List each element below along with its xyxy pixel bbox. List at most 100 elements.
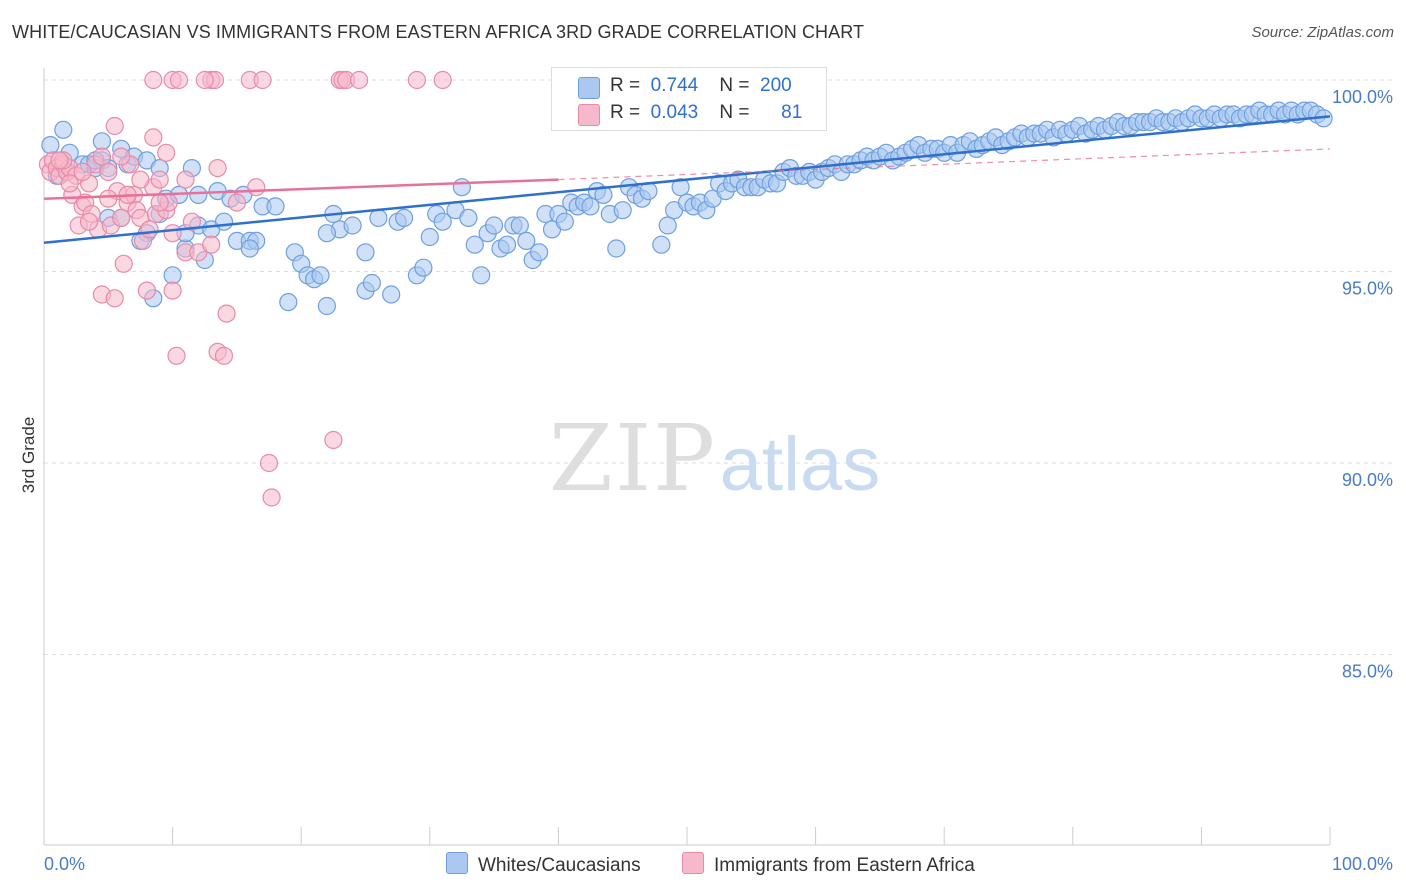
trend-line xyxy=(43,178,559,200)
series-whites-points xyxy=(41,101,1333,316)
data-point xyxy=(150,193,169,212)
data-point xyxy=(407,70,426,90)
data-point xyxy=(369,208,388,227)
data-point xyxy=(311,266,330,285)
data-point xyxy=(217,304,236,323)
data-point xyxy=(395,208,414,227)
data-point xyxy=(189,185,208,204)
data-point xyxy=(202,235,221,254)
data-point xyxy=(497,235,517,254)
data-point xyxy=(105,289,124,308)
legend-r-value: 0.744 xyxy=(650,75,699,96)
data-point xyxy=(137,281,156,300)
data-point xyxy=(414,258,433,277)
data-point xyxy=(50,151,69,170)
data-point xyxy=(163,266,182,285)
y-tick-label: 85.0% xyxy=(1342,662,1393,682)
data-point xyxy=(157,143,176,162)
data-point xyxy=(167,346,186,365)
data-point xyxy=(343,216,362,235)
data-point xyxy=(259,453,279,473)
data-point xyxy=(41,136,60,155)
x-tick-label: 100.0% xyxy=(1332,854,1393,874)
data-point xyxy=(73,162,92,181)
trend-line xyxy=(43,115,1331,245)
data-point xyxy=(459,208,478,227)
bottom-legend-label: Whites/Caucasians xyxy=(478,855,641,876)
legend-r-label: R = xyxy=(610,102,641,123)
data-point xyxy=(99,162,118,181)
bottom-legend-swatch-whites xyxy=(446,852,468,874)
data-point xyxy=(356,243,375,262)
data-point xyxy=(350,70,369,90)
bottom-legend-swatch-immigrants xyxy=(682,852,704,874)
data-point xyxy=(92,147,112,166)
data-point xyxy=(60,174,79,193)
data-point xyxy=(279,293,298,312)
correlation-legend: R = 0.744 N = 200 R = 0.043 N = 81 xyxy=(551,67,827,131)
legend-r-value: 0.043 xyxy=(650,102,699,123)
legend-n-label: N = xyxy=(719,75,750,96)
data-point xyxy=(105,116,124,136)
data-point xyxy=(247,178,266,197)
data-point xyxy=(472,266,491,285)
data-point xyxy=(382,285,401,304)
data-point xyxy=(594,185,613,204)
grid-lines xyxy=(44,79,1393,655)
data-point xyxy=(112,147,131,166)
data-point xyxy=(208,159,227,178)
data-point xyxy=(607,239,626,258)
data-point xyxy=(163,224,182,243)
legend-n-value: 200 xyxy=(760,75,792,96)
chart-title: WHITE/CAUCASIAN VS IMMIGRANTS FROM EASTE… xyxy=(12,22,865,42)
data-point xyxy=(99,189,118,208)
data-point xyxy=(465,235,484,254)
data-point xyxy=(54,120,73,139)
data-point xyxy=(317,296,336,316)
legend-n-label: N = xyxy=(719,102,750,123)
data-point xyxy=(613,201,632,220)
data-point xyxy=(485,216,504,235)
data-point xyxy=(163,281,182,300)
legend-r-label: R = xyxy=(610,75,641,96)
data-point xyxy=(240,239,259,258)
data-point xyxy=(262,488,281,507)
trend-lines xyxy=(43,115,1331,245)
y-axis-label: 3rd Grade xyxy=(19,417,38,494)
data-point xyxy=(150,170,169,189)
data-point xyxy=(658,216,677,235)
data-point xyxy=(433,70,452,90)
data-point xyxy=(169,70,189,90)
y-tick-label: 95.0% xyxy=(1342,279,1393,299)
data-point xyxy=(433,212,452,231)
legend-swatch-whites xyxy=(578,77,600,99)
data-point xyxy=(182,212,201,231)
data-point xyxy=(517,231,536,250)
series-immigrants-points xyxy=(38,70,452,507)
data-point xyxy=(227,193,246,212)
data-point xyxy=(144,70,163,90)
legend-swatch-immigrants xyxy=(578,104,600,126)
data-point xyxy=(452,178,471,197)
data-point xyxy=(253,70,272,90)
data-point xyxy=(529,243,549,262)
bottom-legend-label: Immigrants from Eastern Africa xyxy=(714,855,975,876)
data-point xyxy=(420,227,439,247)
data-point xyxy=(92,132,112,151)
data-point xyxy=(131,170,150,189)
y-tick-label: 100.0% xyxy=(1332,87,1393,107)
data-point xyxy=(652,235,671,254)
data-point xyxy=(79,212,99,231)
data-point xyxy=(324,430,343,450)
bottom-legend-whites: Whites/Caucasians xyxy=(446,852,641,877)
data-point xyxy=(581,197,600,216)
y-tick-label: 90.0% xyxy=(1342,470,1393,490)
data-point xyxy=(176,170,195,189)
data-point xyxy=(510,216,529,235)
x-tick-labels: 0.0% 100.0% xyxy=(44,854,1393,874)
data-point xyxy=(112,208,131,227)
y-tick-labels: 85.0% 90.0% 95.0% 100.0% xyxy=(1332,87,1393,682)
data-point xyxy=(195,70,214,90)
data-point xyxy=(671,178,690,197)
